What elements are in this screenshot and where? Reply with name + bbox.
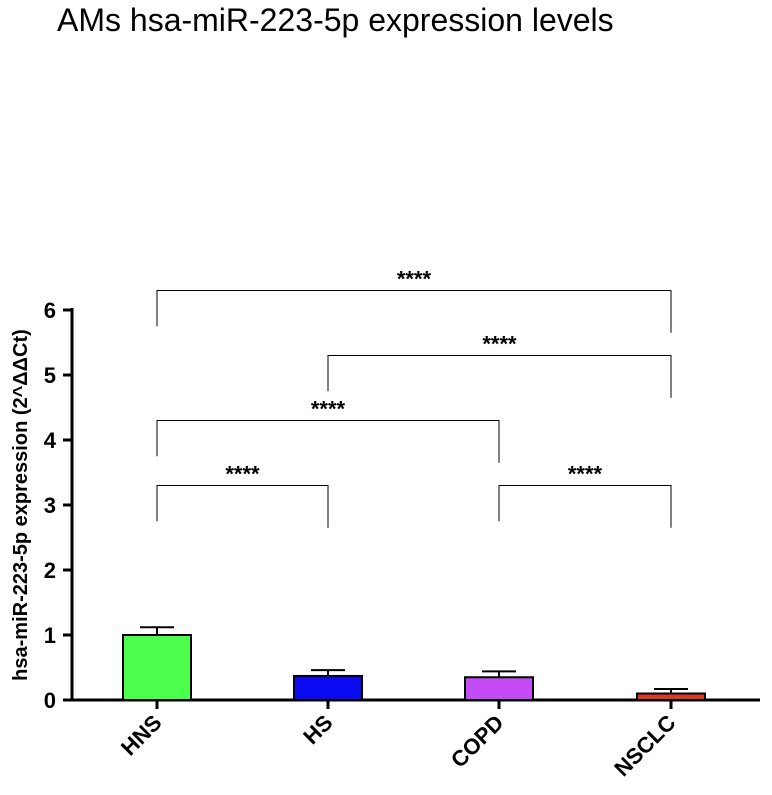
y-tick-label: 0 bbox=[44, 688, 56, 713]
bar-hs bbox=[293, 674, 363, 702]
bar-copd bbox=[464, 676, 534, 701]
y-tick-label: 4 bbox=[44, 428, 57, 453]
x-axis: HNS HS COPD NSCLC bbox=[70, 698, 760, 781]
significance-brackets: **** **** **** **** **** bbox=[156, 267, 672, 528]
y-tick-label: 6 bbox=[44, 298, 56, 323]
significance-bracket bbox=[156, 485, 329, 528]
x-tick-label-hs: HS bbox=[298, 710, 337, 749]
error-bars bbox=[140, 626, 688, 694]
y-tick-label: 3 bbox=[44, 493, 56, 518]
x-tick-label-copd: COPD bbox=[446, 710, 509, 773]
chart-title: AMs hsa-miR-223-5p expression levels bbox=[57, 2, 614, 38]
y-tick-label: 5 bbox=[44, 363, 56, 388]
significance-label: **** bbox=[397, 267, 432, 292]
bar-hns bbox=[122, 634, 192, 701]
significance-bracket bbox=[156, 290, 672, 333]
y-axis: 0 1 2 3 4 5 6 bbox=[44, 298, 74, 713]
y-axis-label: hsa-miR-223-5p expression (2^ΔΔCt) bbox=[10, 329, 32, 681]
x-tick-label-hns: HNS bbox=[116, 710, 167, 761]
significance-label: **** bbox=[311, 397, 346, 422]
significance-bracket bbox=[327, 355, 672, 398]
x-tick-label-nsclc: NSCLC bbox=[609, 710, 680, 781]
significance-bracket bbox=[498, 485, 672, 528]
y-tick-label: 1 bbox=[44, 623, 56, 648]
significance-bracket bbox=[156, 420, 500, 463]
bar-nsclc bbox=[636, 692, 706, 701]
significance-label: **** bbox=[482, 332, 517, 357]
significance-label: **** bbox=[225, 462, 260, 487]
y-tick-label: 2 bbox=[44, 558, 56, 583]
bars bbox=[122, 634, 706, 702]
significance-label: **** bbox=[568, 462, 603, 487]
